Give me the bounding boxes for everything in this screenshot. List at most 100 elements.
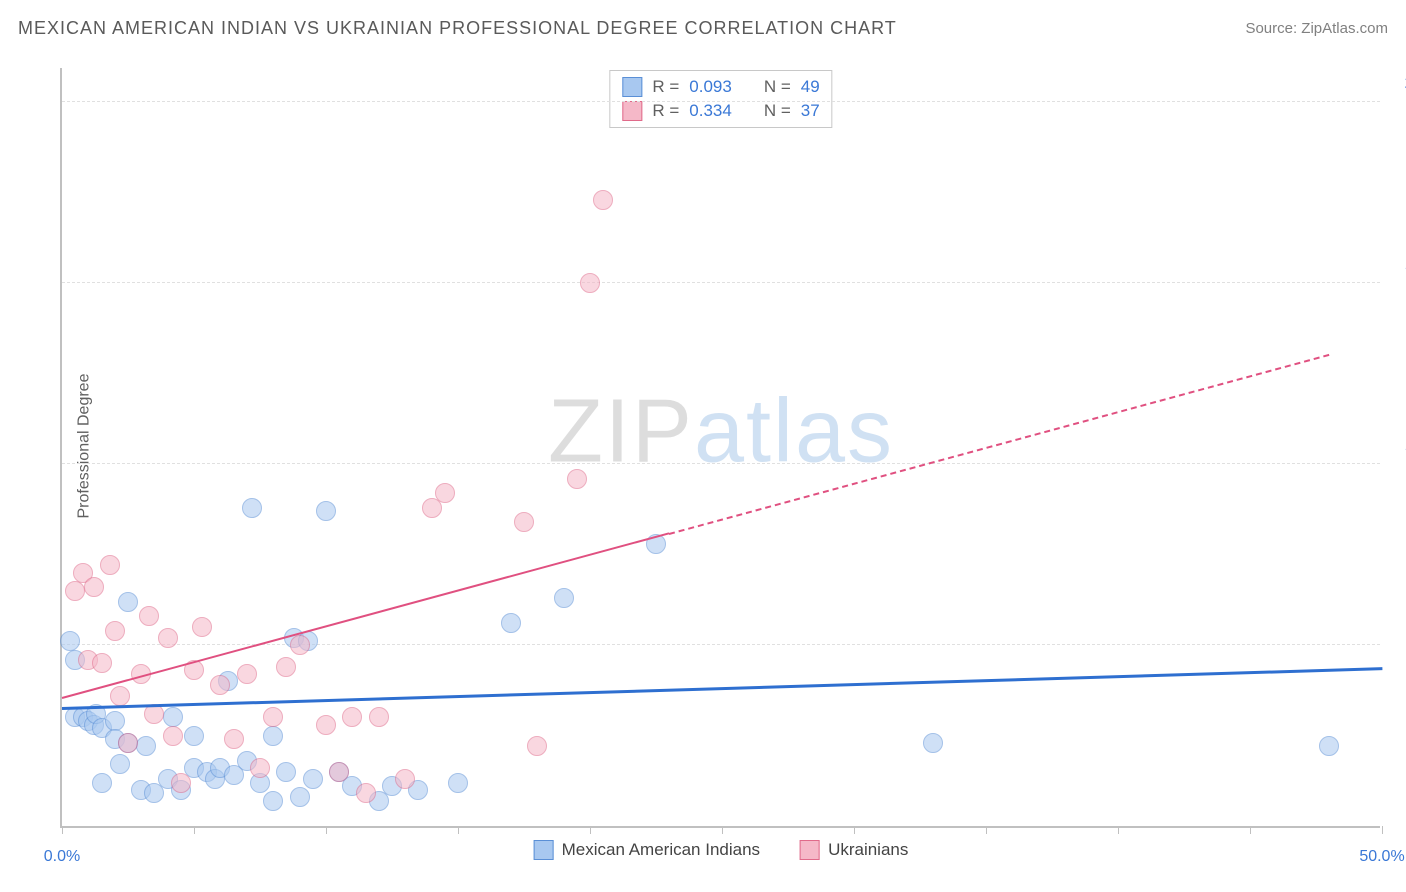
x-tick [1250, 826, 1251, 834]
data-point [105, 711, 125, 731]
stat-r-value: 0.334 [689, 101, 732, 121]
data-point [501, 613, 521, 633]
gridline [62, 463, 1380, 464]
data-point [342, 707, 362, 727]
x-tick [722, 826, 723, 834]
data-point [158, 628, 178, 648]
series-legend: Mexican American Indians Ukrainians [534, 840, 909, 860]
data-point [163, 707, 183, 727]
data-point [110, 754, 130, 774]
data-point [92, 653, 112, 673]
stat-r-value: 0.093 [689, 77, 732, 97]
data-point [395, 769, 415, 789]
x-tick [854, 826, 855, 834]
legend-swatch [622, 77, 642, 97]
chart-title: MEXICAN AMERICAN INDIAN VS UKRAINIAN PRO… [18, 18, 897, 39]
data-point [316, 715, 336, 735]
data-point [60, 631, 80, 651]
stat-n-label: N = [764, 77, 791, 97]
data-point [100, 555, 120, 575]
x-tick [62, 826, 63, 834]
stat-r-label: R = [652, 101, 679, 121]
data-point [554, 588, 574, 608]
y-tick-label: 15.0% [1390, 256, 1406, 274]
data-point [276, 657, 296, 677]
data-point [171, 773, 191, 793]
data-point [303, 769, 323, 789]
data-point [527, 736, 547, 756]
plot-area: ZIPatlas R =0.093N =49R =0.334N =37 Mexi… [60, 68, 1380, 828]
data-point [276, 762, 296, 782]
data-point [110, 686, 130, 706]
data-point [1319, 736, 1339, 756]
data-point [356, 783, 376, 803]
x-tick [1118, 826, 1119, 834]
data-point [184, 726, 204, 746]
legend-swatch [534, 840, 554, 860]
stats-row: R = 0.093 N = 49 [622, 75, 819, 99]
x-tick [1382, 826, 1383, 834]
title-bar: MEXICAN AMERICAN INDIAN VS UKRAINIAN PRO… [18, 18, 1388, 39]
data-point [435, 483, 455, 503]
data-point [290, 787, 310, 807]
data-point [105, 621, 125, 641]
data-point [192, 617, 212, 637]
data-point [593, 190, 613, 210]
trend-line [62, 667, 1382, 710]
data-point [224, 729, 244, 749]
data-point [263, 707, 283, 727]
stats-row: R = 0.334 N = 37 [622, 99, 819, 123]
trend-line [669, 354, 1330, 535]
gridline [62, 101, 1380, 102]
stat-n-value: 49 [801, 77, 820, 97]
data-point [448, 773, 468, 793]
data-point [580, 273, 600, 293]
data-point [923, 733, 943, 753]
data-point [329, 762, 349, 782]
watermark-zip: ZIP [548, 381, 694, 481]
legend-label: Ukrainians [828, 840, 908, 860]
x-tick-label: 50.0% [1359, 848, 1404, 866]
x-tick [194, 826, 195, 834]
legend-item: Mexican American Indians [534, 840, 760, 860]
legend-item: Ukrainians [800, 840, 908, 860]
stat-n-label: N = [764, 101, 791, 121]
data-point [567, 469, 587, 489]
y-tick-label: 5.0% [1390, 618, 1406, 636]
data-point [65, 581, 85, 601]
data-point [369, 707, 389, 727]
data-point [263, 791, 283, 811]
legend-swatch [800, 840, 820, 860]
data-point [242, 498, 262, 518]
data-point [514, 512, 534, 532]
stat-r-label: R = [652, 77, 679, 97]
x-tick-label: 0.0% [44, 848, 80, 866]
x-tick [458, 826, 459, 834]
data-point [237, 664, 257, 684]
data-point [92, 773, 112, 793]
data-point [163, 726, 183, 746]
source-attribution: Source: ZipAtlas.com [1245, 20, 1388, 37]
data-point [84, 577, 104, 597]
legend-swatch [622, 101, 642, 121]
y-tick-label: 20.0% [1390, 75, 1406, 93]
data-point [118, 592, 138, 612]
stat-n-value: 37 [801, 101, 820, 121]
x-tick [590, 826, 591, 834]
x-tick [326, 826, 327, 834]
data-point [136, 736, 156, 756]
data-point [250, 758, 270, 778]
data-point [139, 606, 159, 626]
stats-legend: R = 0.093 N = 49 R = 0.334 N = 37 [609, 70, 832, 128]
data-point [316, 501, 336, 521]
y-tick-label: 10.0% [1390, 437, 1406, 455]
x-tick [986, 826, 987, 834]
data-point [290, 635, 310, 655]
data-point [263, 726, 283, 746]
gridline [62, 282, 1380, 283]
legend-label: Mexican American Indians [562, 840, 760, 860]
data-point [210, 675, 230, 695]
data-point [118, 733, 138, 753]
watermark-atlas: atlas [694, 381, 894, 481]
watermark: ZIPatlas [548, 380, 894, 483]
